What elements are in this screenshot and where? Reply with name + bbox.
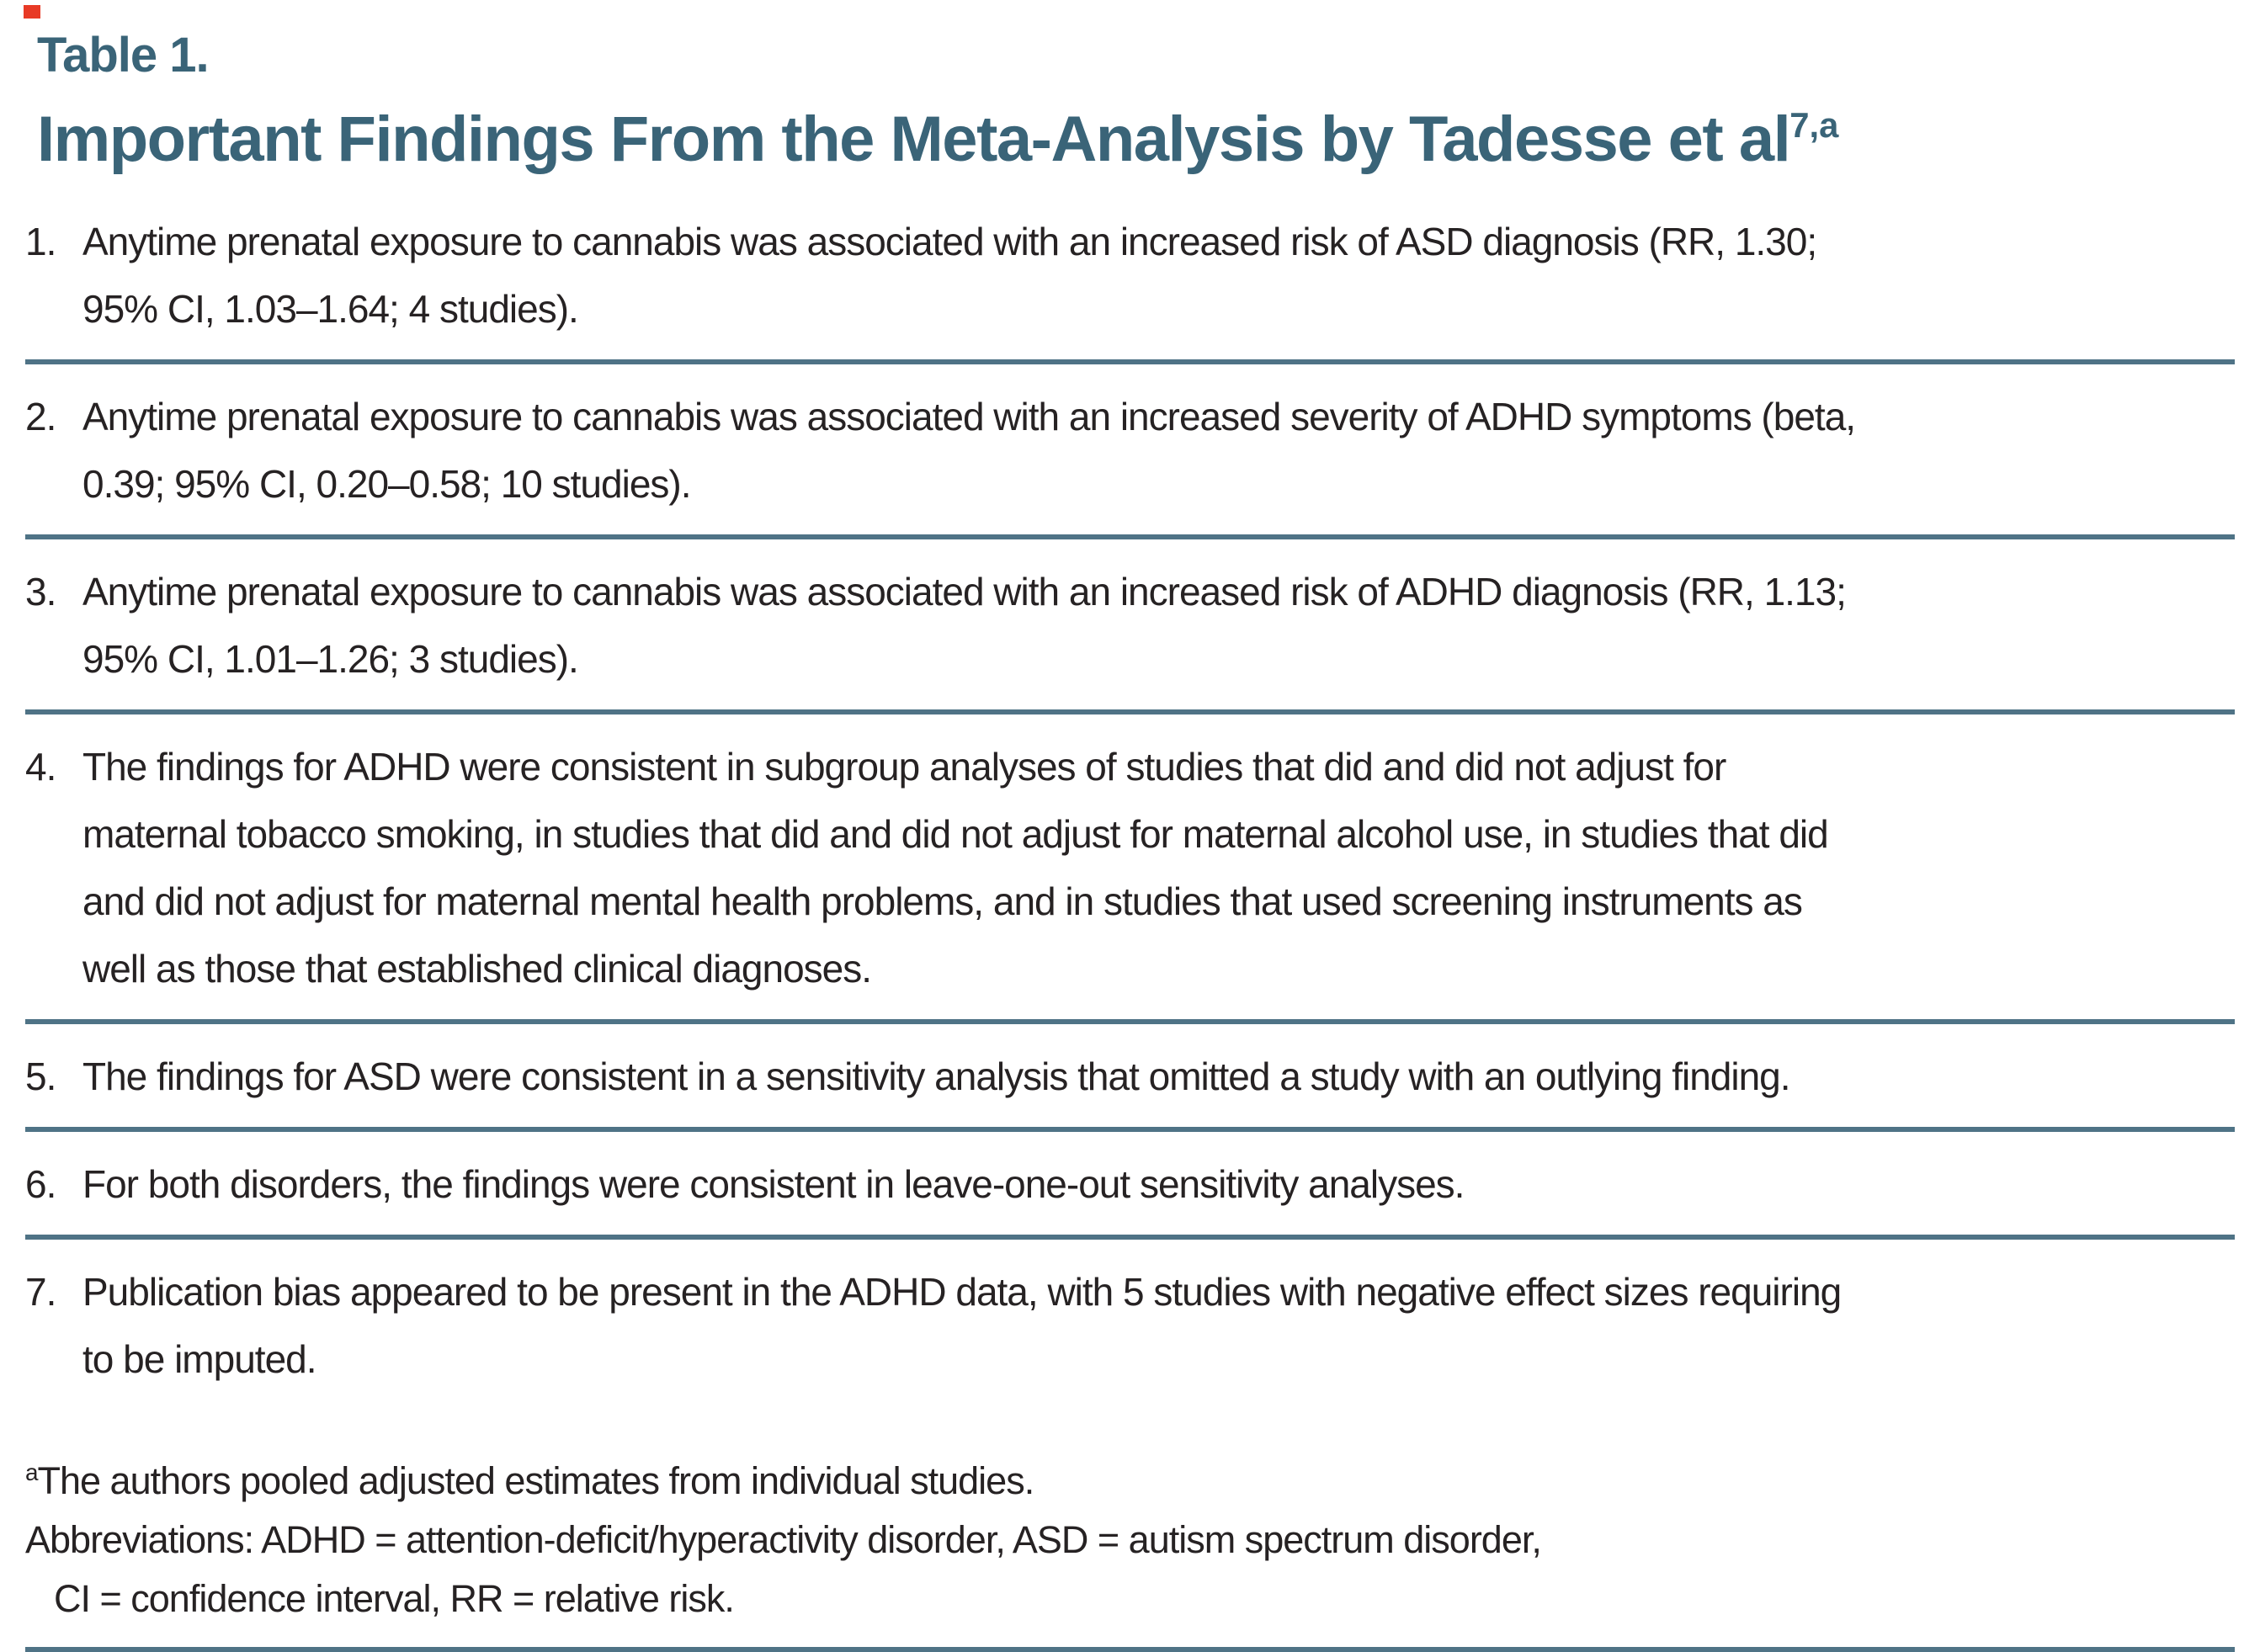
finding-text: The findings for ADHD were consistent in…	[82, 733, 2235, 1002]
table-header: Table 1. Important Findings From the Met…	[0, 0, 2260, 174]
finding-line: well as those that established clinical …	[82, 947, 872, 991]
footnotes-block: aThe authors pooled adjusted estimates f…	[0, 1410, 2260, 1628]
finding-line: The findings for ADHD were consistent in…	[82, 745, 1726, 789]
finding-line: 0.39; 95% CI, 0.20–0.58; 10 studies).	[82, 462, 692, 507]
footnote-marker: a	[25, 1459, 38, 1486]
finding-text: Anytime prenatal exposure to cannabis wa…	[82, 383, 2235, 518]
row-divider	[25, 1127, 2235, 1133]
table-label: Table 1.	[37, 28, 210, 82]
finding-text: For both disorders, the findings were co…	[82, 1150, 2235, 1218]
finding-line: 95% CI, 1.01–1.26; 3 studies).	[82, 637, 579, 682]
finding-number: 3.	[25, 570, 56, 614]
finding-line: to be imputed.	[82, 1337, 317, 1382]
finding-text: The findings for ASD were consistent in …	[82, 1043, 2235, 1110]
findings-list: 1. Anytime prenatal exposure to cannabis…	[0, 189, 2260, 1410]
abbreviations-line-2: CI = confidence interval, RR = relative …	[54, 1577, 735, 1621]
finding-number: 7.	[25, 1270, 56, 1315]
finding-line: For both disorders, the findings were co…	[82, 1162, 1465, 1207]
row-divider	[25, 709, 2235, 715]
finding-line: The findings for ASD were consistent in …	[82, 1054, 1791, 1099]
title-reference-superscript: 7,a	[1789, 104, 1839, 145]
finding-item-4: 4. The findings for ADHD were consistent…	[25, 714, 2235, 1019]
row-divider	[25, 359, 2235, 365]
red-corner-mark	[24, 5, 40, 19]
finding-item-7: 7. Publication bias appeared to be prese…	[25, 1240, 2235, 1410]
finding-line: Anytime prenatal exposure to cannabis wa…	[82, 570, 1847, 614]
finding-text: Anytime prenatal exposure to cannabis wa…	[82, 558, 2235, 693]
finding-number: 1.	[25, 220, 56, 264]
finding-line: maternal tobacco smoking, in studies tha…	[82, 812, 1829, 857]
finding-line: Anytime prenatal exposure to cannabis wa…	[82, 395, 1856, 439]
finding-line: 95% CI, 1.03–1.64; 4 studies).	[82, 287, 579, 332]
footnote-author-note: aThe authors pooled adjusted estimates f…	[25, 1443, 2235, 1511]
finding-line: Publication bias appeared to be present …	[82, 1270, 1842, 1315]
row-divider	[25, 534, 2235, 540]
finding-line: Anytime prenatal exposure to cannabis wa…	[82, 220, 1817, 264]
finding-number: 2.	[25, 395, 56, 439]
finding-number: 5.	[25, 1054, 56, 1099]
finding-item-6: 6. For both disorders, the findings were…	[25, 1132, 2235, 1235]
abbreviations-line-1: Abbreviations: ADHD = attention-deficit/…	[25, 1518, 1542, 1562]
finding-number: 4.	[25, 745, 56, 789]
row-divider	[25, 1235, 2235, 1240]
finding-item-2: 2. Anytime prenatal exposure to cannabis…	[25, 364, 2235, 534]
page-title: Important Findings From the Meta-Analysi…	[37, 104, 2230, 175]
finding-text: Publication bias appeared to be present …	[82, 1258, 2235, 1393]
finding-item-3: 3. Anytime prenatal exposure to cannabis…	[25, 539, 2235, 709]
row-divider	[25, 1019, 2235, 1025]
table-bottom-rule	[25, 1647, 2235, 1652]
finding-item-5: 5. The findings for ASD were consistent …	[25, 1024, 2235, 1127]
finding-text: Anytime prenatal exposure to cannabis wa…	[82, 208, 2235, 343]
finding-line: and did not adjust for maternal mental h…	[82, 879, 1803, 924]
finding-item-1: 1. Anytime prenatal exposure to cannabis…	[25, 189, 2235, 359]
page-title-text: Important Findings From the Meta-Analysi…	[37, 103, 1791, 175]
finding-number: 6.	[25, 1162, 56, 1207]
footnote-note-text: The authors pooled adjusted estimates fr…	[37, 1459, 1035, 1503]
